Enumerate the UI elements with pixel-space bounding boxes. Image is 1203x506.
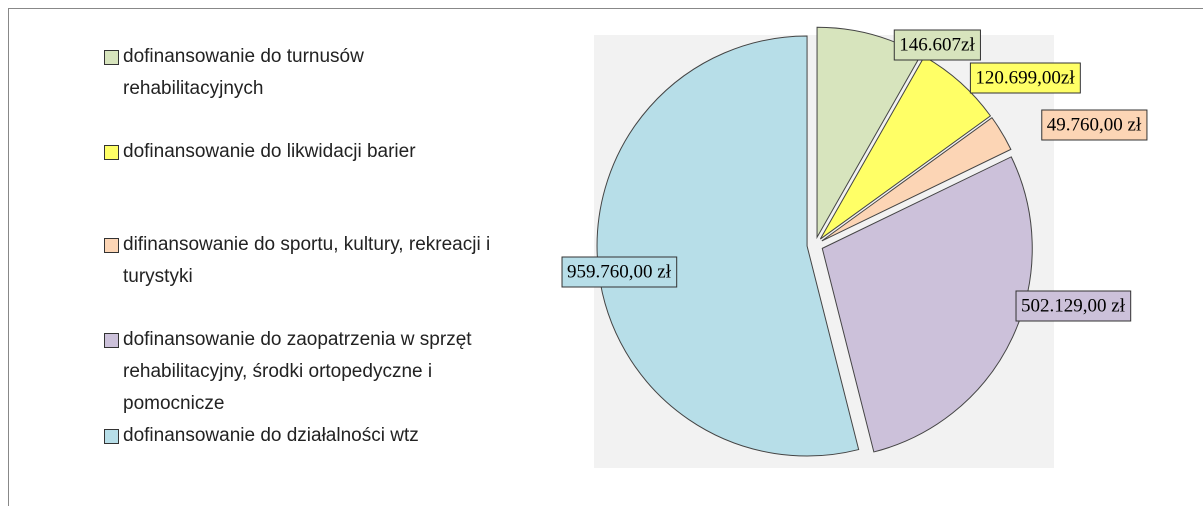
legend-item: dofinansowanie do zaopatrzenia w sprzęt … <box>104 324 524 420</box>
legend-label: dofinansowanie do likwidacji barier <box>123 141 416 162</box>
legend-item: dofinansowanie do turnusów rehabilitacyj… <box>104 41 524 105</box>
pie-slice <box>821 117 1012 242</box>
data-label-box <box>1015 290 1132 322</box>
data-label: 120.699,00zł <box>975 67 1075 88</box>
data-label: 502.129,00 zł <box>1021 295 1126 316</box>
data-label-box <box>561 256 678 288</box>
legend-label: dofinansowanie do turnusów rehabilitacyj… <box>123 46 364 99</box>
chart-frame <box>8 8 1203 506</box>
legend-swatch <box>104 50 119 65</box>
data-label: 49.760,00 zł <box>1047 114 1142 135</box>
data-label: 959.760,00 zł <box>567 261 672 282</box>
pie-slice <box>821 156 1033 453</box>
legend-swatch <box>104 238 119 253</box>
legend-label: dofinansowanie do działalności wtz <box>123 425 419 446</box>
legend-item: dofinansowanie do likwidacji barier <box>104 136 524 168</box>
data-label-box <box>893 29 981 61</box>
legend-label: difinansowanie do sportu, kultury, rekre… <box>123 234 491 287</box>
data-label-box <box>1041 109 1148 141</box>
legend-item: dofinansowanie do działalności wtz <box>104 420 524 452</box>
legend-item: difinansowanie do sportu, kultury, rekre… <box>104 229 524 293</box>
data-label: 146.607zł <box>899 34 975 55</box>
legend-swatch <box>104 429 119 444</box>
legend-swatch <box>104 145 119 160</box>
legend-label: dofinansowanie do zaopatrzenia w sprzęt … <box>123 329 472 414</box>
legend-swatch <box>104 333 119 348</box>
data-label-box <box>969 62 1081 94</box>
